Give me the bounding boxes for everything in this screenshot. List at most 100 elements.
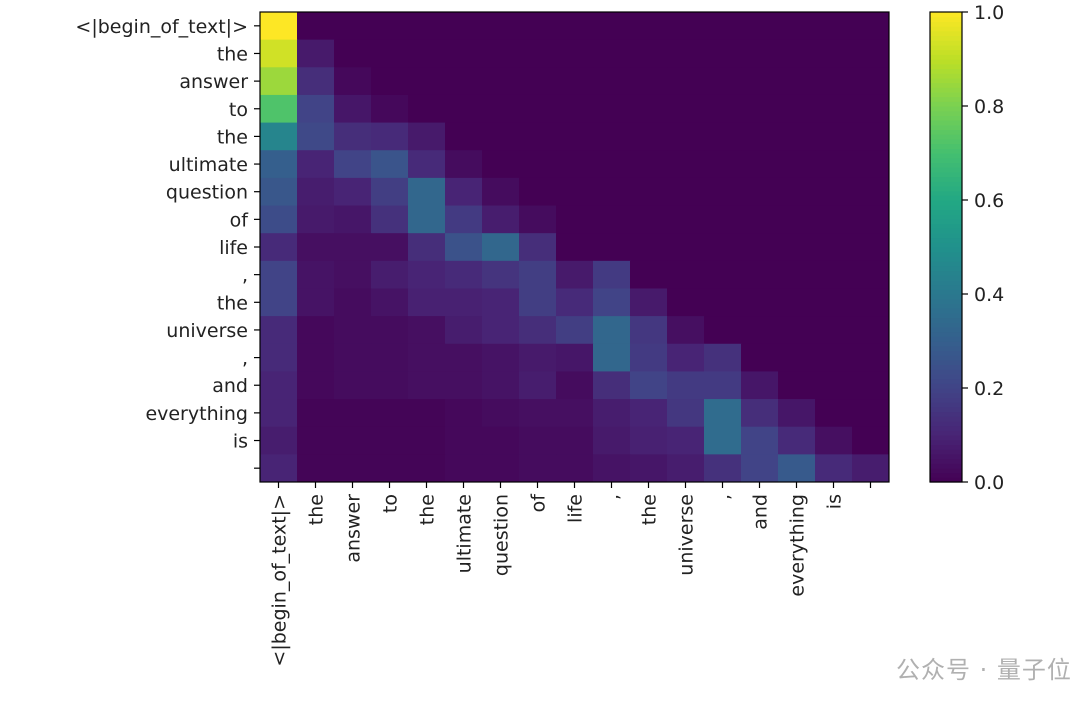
colorbar-segment	[930, 185, 962, 192]
heatmap-cell	[371, 288, 409, 317]
heatmap-cell	[260, 288, 298, 317]
colorbar-tick-label: 0.4	[974, 284, 1004, 306]
colorbar-segment	[930, 16, 962, 22]
colorbar-tick-label: 0.8	[974, 96, 1004, 118]
heatmap-cell	[519, 454, 557, 483]
colorbar-segment	[930, 449, 962, 455]
heatmap-cell	[667, 12, 705, 41]
y-tick-label: everything	[145, 403, 248, 425]
colorbar-segment	[930, 30, 962, 37]
heatmap-cell	[556, 343, 594, 372]
heatmap-cell	[334, 150, 372, 179]
heatmap-cell	[741, 67, 779, 96]
heatmap-cell	[556, 67, 594, 96]
heatmap-cell	[334, 122, 372, 151]
heatmap-cell	[630, 177, 668, 207]
colorbar-segment	[930, 345, 962, 351]
heatmap-cell	[741, 399, 779, 428]
y-tick-label: the	[217, 292, 248, 314]
heatmap-cell	[519, 288, 557, 317]
heatmap-cell	[334, 260, 372, 289]
colorbar-segment	[930, 265, 962, 272]
heatmap-cell	[815, 233, 853, 262]
heatmap-cell	[741, 233, 779, 262]
heatmap-cell	[408, 343, 446, 372]
colorbar-tick-label: 1.0	[974, 2, 1004, 24]
colorbar-segment	[930, 195, 962, 201]
colorbar-segment	[930, 21, 962, 27]
colorbar-segment	[930, 68, 962, 74]
colorbar-segment	[930, 190, 962, 196]
heatmap-cell	[741, 205, 779, 234]
y-tick-label: <|begin_of_text|>	[75, 16, 248, 38]
heatmap-cell	[408, 67, 446, 96]
heatmap-cell	[297, 94, 335, 124]
colorbar-segment	[930, 463, 962, 469]
heatmap-cell	[556, 454, 594, 483]
heatmap-cell	[408, 205, 446, 234]
colorbar-segment	[930, 242, 962, 248]
heatmap-cell	[482, 67, 520, 96]
heatmap-cell	[408, 260, 446, 289]
heatmap-cell	[778, 426, 816, 455]
heatmap-cell	[667, 399, 705, 428]
heatmap-cell	[630, 399, 668, 428]
colorbar-segment	[930, 444, 962, 450]
heatmap-cell	[852, 150, 890, 179]
heatmap-cell	[519, 260, 557, 289]
heatmap-cell	[593, 260, 631, 289]
heatmap-cell	[815, 426, 853, 455]
heatmap-cell	[445, 288, 483, 317]
y-tick-label: and	[212, 375, 248, 397]
heatmap-cell	[519, 399, 557, 428]
heatmap-cell	[371, 94, 409, 124]
y-tick-label: universe	[166, 320, 248, 342]
heatmap-cell	[815, 260, 853, 289]
heatmap-cell	[519, 343, 557, 372]
heatmap-cell	[482, 426, 520, 455]
colorbar-segment	[930, 209, 962, 215]
heatmap-cell	[519, 12, 557, 41]
colorbar-segment	[930, 270, 962, 276]
colorbar-segment	[930, 181, 962, 187]
colorbar-segment	[930, 12, 962, 18]
heatmap-cell	[371, 426, 409, 455]
colorbar-segment	[930, 373, 962, 380]
heatmap-cell	[556, 94, 594, 124]
heatmap-cell	[556, 371, 594, 400]
heatmap-cell	[482, 260, 520, 289]
colorbar-segment	[930, 218, 962, 225]
heatmap-cell	[630, 12, 668, 41]
colorbar-segment	[930, 336, 962, 342]
colorbar-segment	[930, 477, 962, 483]
heatmap-cell	[630, 67, 668, 96]
heatmap-cell	[741, 426, 779, 455]
heatmap-cell	[334, 343, 372, 372]
colorbar-segment	[930, 364, 962, 370]
heatmap-cell	[630, 233, 668, 262]
heatmap-cell	[593, 426, 631, 455]
heatmap-cell	[445, 454, 483, 483]
heatmap-cell	[593, 371, 631, 400]
heatmap-cell	[667, 205, 705, 234]
heatmap-cell	[741, 260, 779, 289]
colorbar-segment	[930, 402, 962, 408]
heatmap-cell	[445, 233, 483, 262]
heatmap-cell	[260, 316, 298, 345]
colorbar-segment	[930, 143, 962, 149]
heatmap-cell	[815, 39, 853, 68]
x-tick-label: ,	[713, 494, 735, 500]
colorbar-segment	[930, 26, 962, 32]
x-tick-label: question	[491, 494, 513, 576]
heatmap-cell	[297, 122, 335, 151]
heatmap-cell	[778, 205, 816, 234]
heatmap-cell	[852, 399, 890, 428]
colorbar-segment	[930, 378, 962, 384]
heatmap-cell	[297, 67, 335, 96]
heatmap-cell	[815, 67, 853, 96]
colorbar-segment	[930, 214, 962, 220]
heatmap-cell	[408, 12, 446, 41]
heatmap-cell	[778, 371, 816, 400]
heatmap-cell	[815, 150, 853, 179]
colorbar-segment	[930, 458, 962, 464]
